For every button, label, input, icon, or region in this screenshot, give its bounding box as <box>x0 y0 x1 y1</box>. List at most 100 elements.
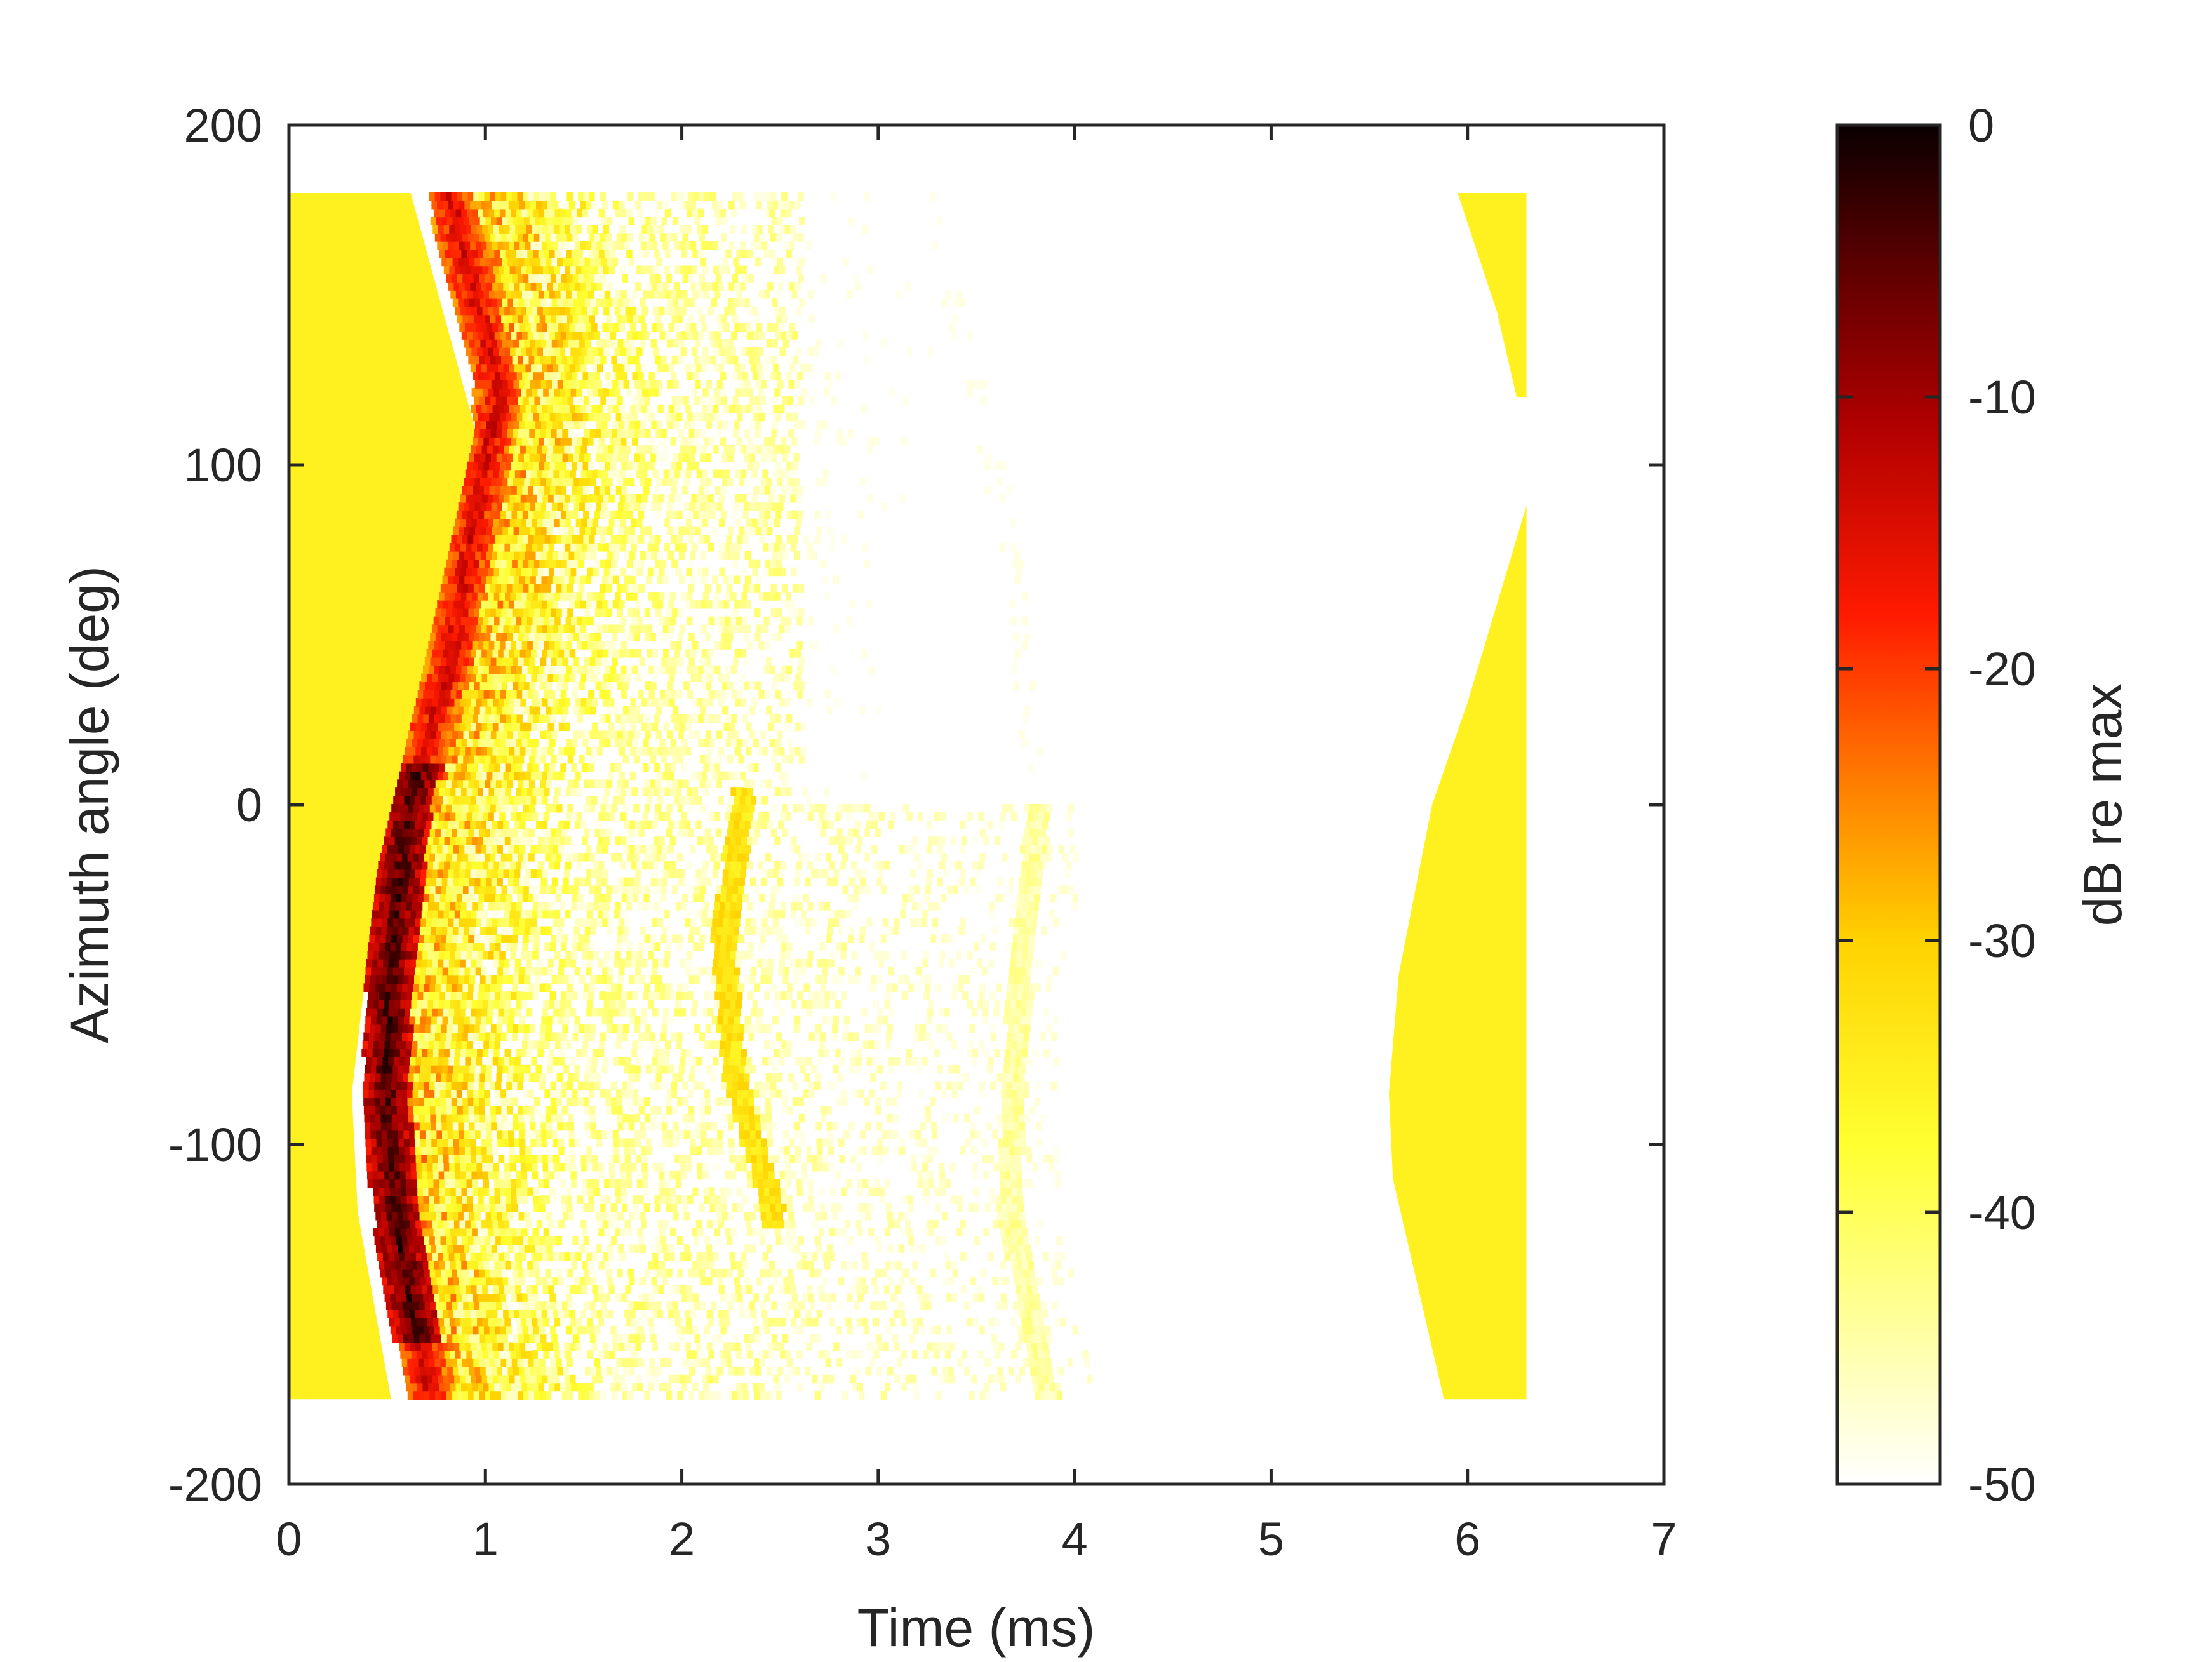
heatmap-cell <box>1018 1106 1024 1115</box>
heatmap-cell <box>600 828 607 837</box>
heatmap-cell <box>448 1342 455 1351</box>
heatmap-cell <box>370 1073 376 1082</box>
heatmap-cell <box>548 909 554 919</box>
heatmap-cell <box>969 1391 975 1400</box>
heatmap-cell <box>937 877 943 887</box>
heatmap-cell <box>952 1268 958 1278</box>
heatmap-cell <box>507 885 513 894</box>
heatmap-cell <box>485 828 491 837</box>
heatmap-cell <box>626 836 632 845</box>
heatmap-cell <box>736 1383 742 1392</box>
heatmap-cell <box>426 845 432 854</box>
heatmap-cell <box>685 1285 692 1294</box>
heatmap-cell <box>719 1049 725 1057</box>
heatmap-cell <box>464 845 471 854</box>
heatmap-cell <box>530 1122 536 1131</box>
heatmap-cell <box>917 861 923 870</box>
heatmap-cell <box>972 1170 979 1180</box>
heatmap-cell <box>1029 1334 1036 1343</box>
heatmap-cell <box>432 1049 439 1057</box>
heatmap-cell <box>1054 1252 1060 1261</box>
heatmap-cell <box>901 1350 907 1359</box>
heatmap-cell <box>446 934 453 943</box>
heatmap-cell <box>638 1236 645 1245</box>
heatmap-cell <box>833 1064 839 1074</box>
heatmap-cell <box>973 1293 979 1302</box>
heatmap-cell <box>464 1277 471 1286</box>
heatmap-cell <box>846 1261 852 1270</box>
heatmap-cell <box>399 1049 406 1057</box>
heatmap-cell <box>943 869 949 878</box>
heatmap-cell <box>1029 1301 1036 1310</box>
heatmap-cell <box>381 975 387 984</box>
heatmap-cell <box>460 902 467 911</box>
heatmap-cell <box>509 1057 516 1066</box>
heatmap-cell <box>591 869 598 878</box>
heatmap-cell <box>467 1195 474 1204</box>
heatmap-cell <box>425 1122 431 1131</box>
heatmap-cell <box>492 1138 499 1147</box>
heatmap-cell <box>673 1138 680 1147</box>
heatmap-cell <box>445 1089 452 1098</box>
heatmap-cell <box>542 1007 549 1017</box>
heatmap-cell <box>780 1179 786 1188</box>
heatmap-cell <box>517 894 523 902</box>
heatmap-cell <box>765 1268 772 1278</box>
heatmap-cell <box>375 885 381 894</box>
heatmap-cell <box>870 975 877 984</box>
heatmap-cell <box>730 902 737 911</box>
heatmap-cell <box>1000 1383 1007 1392</box>
heatmap-cell <box>408 1301 415 1310</box>
heatmap-cell <box>472 1261 479 1270</box>
heatmap-cell <box>455 1049 461 1057</box>
heatmap-cell <box>1019 1113 1025 1123</box>
heatmap-cell <box>549 1383 556 1392</box>
heatmap-cell <box>1035 1366 1042 1376</box>
heatmap-cell <box>377 869 383 878</box>
heatmap-cell <box>502 1130 509 1139</box>
heatmap-cell <box>519 1219 526 1229</box>
heatmap-cell <box>1024 926 1031 935</box>
heatmap-cell <box>887 1024 893 1033</box>
heatmap-cell <box>540 1024 547 1033</box>
heatmap-cell <box>533 1097 540 1106</box>
heatmap-cell <box>586 958 593 968</box>
heatmap-cell <box>738 1073 744 1082</box>
heatmap-cell <box>768 1170 775 1180</box>
heatmap-cell <box>617 1334 624 1343</box>
heatmap-cell <box>460 836 467 845</box>
heatmap-cell <box>488 1187 495 1196</box>
heatmap-cell <box>649 1081 655 1090</box>
heatmap-cell <box>759 1203 765 1212</box>
heatmap-cell <box>450 1040 457 1049</box>
heatmap-cell <box>457 1081 463 1090</box>
heatmap-cell <box>674 1155 681 1163</box>
heatmap-cell <box>454 958 460 968</box>
heatmap-cell <box>730 1228 737 1237</box>
heatmap-cell <box>767 967 774 976</box>
heatmap-cell <box>727 1113 734 1123</box>
heatmap-cell <box>598 1162 604 1172</box>
heatmap-cell <box>580 820 586 829</box>
heatmap-cell <box>727 1073 734 1082</box>
heatmap-cell <box>824 902 830 911</box>
heatmap-cell <box>671 1195 677 1204</box>
heatmap-cell <box>826 1301 833 1310</box>
heatmap-cell <box>572 991 578 1000</box>
heatmap-cell <box>578 853 584 862</box>
heatmap-cell <box>377 918 383 927</box>
heatmap-cell <box>681 1293 688 1302</box>
heatmap-cell <box>609 1000 615 1009</box>
heatmap-cell <box>728 1146 735 1155</box>
heatmap-cell <box>475 820 482 829</box>
heatmap-cell <box>425 877 432 887</box>
heatmap-cell <box>466 902 473 911</box>
heatmap-cell <box>827 1015 834 1025</box>
heatmap-cell <box>1015 958 1022 968</box>
heatmap-cell <box>394 1179 401 1188</box>
heatmap-cell <box>468 885 475 894</box>
heatmap-cell <box>913 1391 920 1400</box>
heatmap-cell <box>392 820 399 829</box>
heatmap-cell <box>386 1024 392 1033</box>
heatmap-cell <box>622 934 629 943</box>
